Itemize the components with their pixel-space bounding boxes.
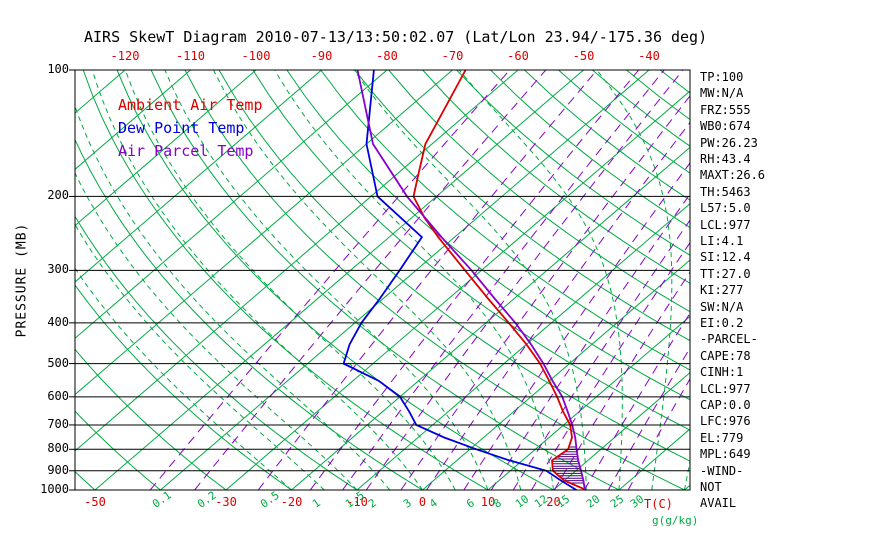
top-temp-tick-label: -50 [572, 49, 595, 63]
info-item: NOT [700, 480, 722, 494]
info-item: CINH:1 [700, 365, 744, 380]
info-item: CAPE:78 [700, 348, 751, 363]
top-temp-tick-label: -70 [441, 49, 464, 63]
pressure-tick-label: 1000 [40, 482, 69, 496]
info-item: EL:779 [700, 430, 744, 445]
info-item: PW:26.23 [700, 135, 758, 150]
legend-air-parcel-temp: Air Parcel Temp [118, 142, 254, 160]
info-item: CAP:0.0 [700, 398, 751, 412]
pressure-tick-label: 500 [47, 355, 69, 370]
info-item: WB0:674 [700, 119, 751, 134]
pressure-tick-label: 600 [47, 388, 69, 403]
info-item: MW:N/A [700, 86, 744, 101]
info-item: TP:100 [700, 70, 744, 84]
info-item: -PARCEL- [700, 332, 758, 347]
info-item: EI:0.2 [700, 316, 744, 330]
chart-title: AIRS SkewT Diagram 2010-07-13/13:50:02.0… [84, 28, 708, 46]
info-item: SW:N/A [700, 299, 744, 314]
pressure-tick-label: 800 [47, 441, 69, 456]
info-item: -WIND- [700, 463, 744, 478]
top-temp-tick-label: -40 [638, 49, 660, 63]
pressure-tick-label: 200 [47, 188, 69, 203]
bottom-temp-tick-label: 20 [546, 495, 561, 509]
bottom-temp-tick-label: 10 [480, 495, 496, 509]
bottom-temp-tick-label: -20 [280, 495, 303, 509]
info-item: KI:277 [700, 283, 744, 298]
air-parcel-curve [356, 70, 586, 490]
info-item: LFC:976 [700, 414, 751, 429]
pressure-tick-label: 100 [47, 62, 69, 76]
pressure-tick-label: 300 [47, 262, 69, 277]
plot-area [75, 70, 690, 490]
info-item: L57:5.0 [700, 201, 751, 216]
info-item: TT:27.0 [700, 266, 751, 281]
info-item: AVAIL [700, 496, 737, 511]
ambient-temp-curve [412, 70, 587, 490]
legend-dew-point-temp: Dew Point Temp [118, 119, 245, 137]
legend-ambient-air-temp: Ambient Air Temp [118, 96, 263, 114]
pressure-tick-label: 900 [47, 462, 69, 477]
info-item: SI:12.4 [700, 250, 751, 265]
pressure-tick-label: 400 [47, 314, 69, 329]
info-item: LI:4.1 [700, 234, 744, 248]
mixing-ratio-unit-label: g(g/kg) [652, 514, 699, 527]
bottom-temp-tick-label: -10 [346, 495, 368, 509]
info-item: TH:5463 [700, 184, 751, 199]
pressure-tick-label: 700 [47, 416, 69, 431]
bottom-temp-tick-label: -50 [84, 495, 106, 509]
temp-unit-label: T(C) [644, 497, 673, 511]
bottom-temp-tick-label: 0 [418, 495, 427, 509]
info-item: MPL:649 [700, 447, 751, 462]
bottom-temp-tick-label: -30 [215, 495, 237, 509]
moist-adiabat-lines [75, 70, 690, 490]
info-item: FRZ:555 [700, 102, 751, 117]
dry-adiabat-lines [75, 70, 690, 490]
info-item: LCL:977 [700, 217, 751, 232]
top-temp-tick-label: -120 [110, 49, 140, 63]
info-item: LCL:977 [700, 381, 751, 396]
top-temp-tick-label: -90 [310, 49, 333, 63]
plot-frame [74, 69, 691, 491]
dew-point-curve [342, 70, 577, 490]
info-item: RH:43.4 [700, 152, 751, 166]
info-item: MAXT:26.6 [700, 168, 766, 183]
top-temp-tick-label: -110 [176, 49, 205, 63]
mixing-ratio-lines [149, 70, 690, 490]
top-temp-tick-label: -60 [507, 49, 529, 63]
top-temp-tick-label: -100 [241, 49, 271, 63]
top-temp-tick-label: -80 [376, 49, 398, 63]
